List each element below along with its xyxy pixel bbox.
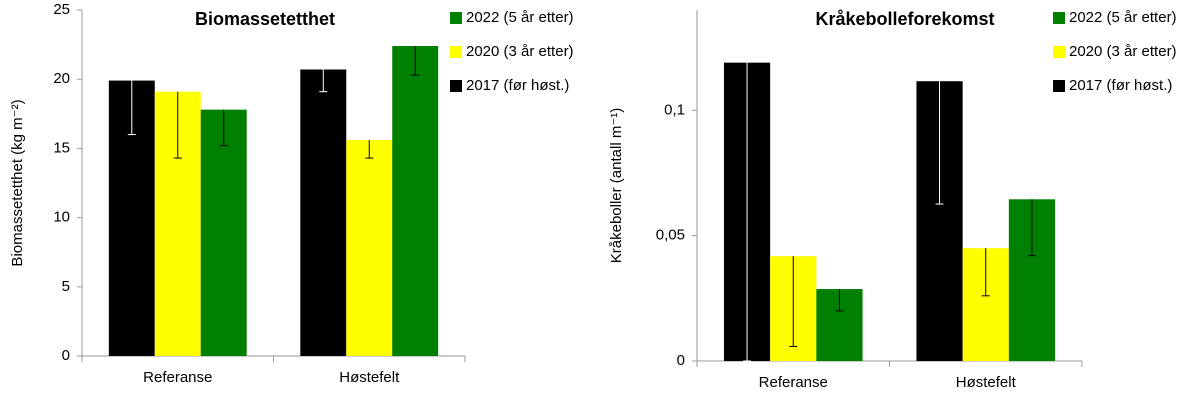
legend-swatch [1053,12,1065,24]
bar [300,69,347,357]
x-tick-label: Referanse [143,369,212,386]
legend-label: 2020 (3 år etter) [466,43,574,60]
legend-swatch [1053,46,1065,58]
y-tick-label: 0 [62,347,70,364]
y-tick-label: 25 [53,1,70,18]
legend-label: 2017 (før høst.) [1069,77,1172,94]
y-tick-label: 0,05 [656,227,685,244]
y-tick-label: 5 [62,278,70,295]
y-tick-label: 20 [53,70,70,87]
bar [392,45,439,356]
x-tick-label: Høstefelt [956,374,1017,391]
bar [200,109,247,356]
legend-label: 2017 (før høst.) [466,77,569,94]
bar [346,140,393,356]
legend-swatch [450,12,462,24]
legend-swatch [1053,80,1065,92]
legend-label: 2022 (5 år etter) [466,9,574,26]
legend-label: 2022 (5 år etter) [1069,9,1177,26]
x-tick-label: Høstefelt [339,369,400,386]
x-tick-label: Referanse [759,374,828,391]
legend-label: 2020 (3 år etter) [1069,43,1177,60]
y-tick-label: 15 [53,139,70,156]
chart-title: Kråkebolleforekomst [815,9,994,29]
y-axis-label: Kråkeboller (antall m⁻¹) [608,108,625,263]
y-tick-label: 10 [53,209,70,226]
y-tick-label: 0,1 [664,101,685,118]
y-axis-label: Biomassetetthet (kg m⁻²) [9,99,26,266]
legend-swatch [450,80,462,92]
chart-title: Biomassetetthet [195,9,335,29]
y-tick-label: 0 [677,352,685,369]
legend-swatch [450,46,462,58]
